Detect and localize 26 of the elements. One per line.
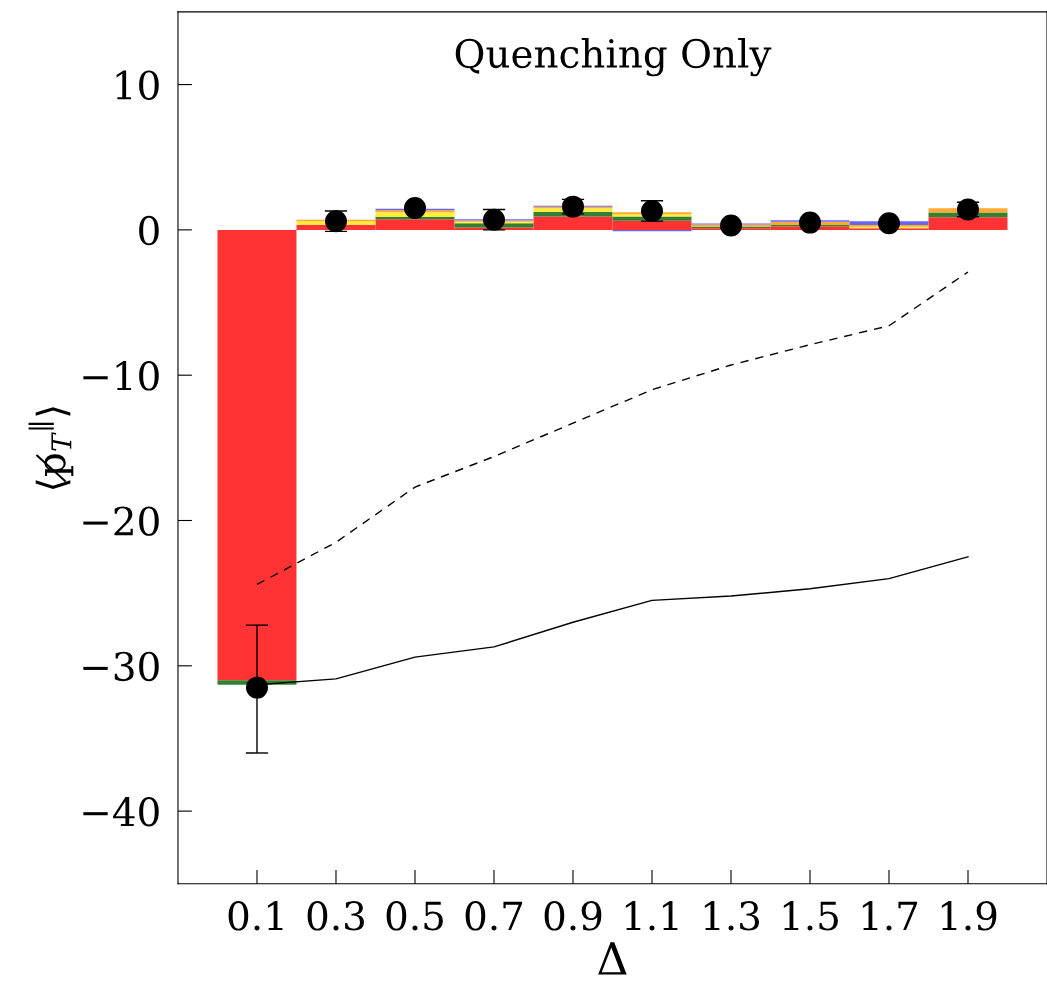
x-tick-label: 0.5	[386, 901, 443, 931]
x-tick-label: 0.3	[307, 901, 365, 931]
point	[799, 211, 821, 234]
x-tick-label: 0.7	[465, 901, 523, 931]
bar	[217, 229, 297, 681]
x-tick-label: 1.7	[862, 901, 918, 931]
x-tick-label: 0.9	[544, 901, 602, 931]
y-tick-label: −10	[83, 361, 159, 391]
y-tick-label: −20	[83, 506, 159, 536]
x-axis-title: Δ	[598, 942, 627, 975]
point	[403, 197, 426, 220]
y-tick-label: 10	[116, 70, 159, 100]
x-tick-label: 1.5	[783, 901, 838, 931]
text: Quenching Only	[455, 38, 772, 77]
x-tick-label: 0.1	[228, 901, 283, 931]
y-tick-label: 0	[139, 215, 159, 246]
line-series	[256, 271, 969, 586]
y-tick-label: −40	[83, 797, 159, 827]
point	[245, 676, 268, 699]
x-tick-label: 1.3	[704, 901, 760, 931]
point	[878, 212, 900, 235]
y-tick-label: −30	[83, 651, 159, 682]
x-tick-label: 1.9	[941, 901, 997, 931]
point	[720, 214, 742, 237]
x-tick-label: 1.1	[625, 901, 678, 931]
y-axis-title: ⟨p̸$_{T}$$^{∥}$⟩	[28, 407, 74, 489]
